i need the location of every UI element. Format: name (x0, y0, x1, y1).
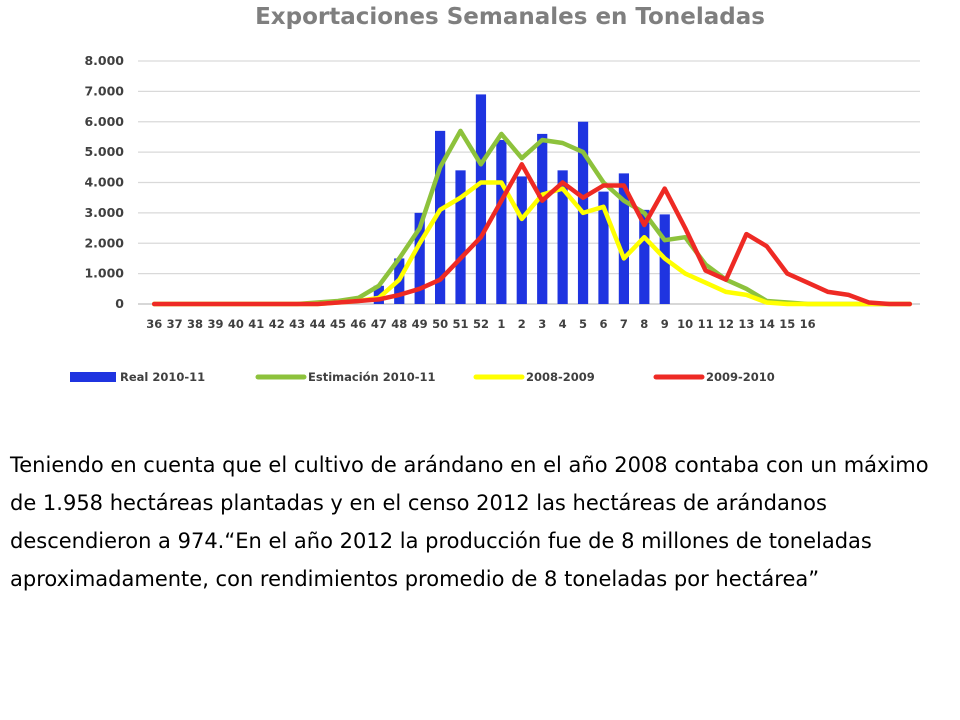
x-tick-label: 12 (718, 317, 734, 331)
x-tick-label: 1 (497, 317, 505, 331)
x-tick-label: 37 (167, 317, 183, 331)
x-tick-label: 48 (391, 317, 407, 331)
bar (516, 176, 527, 304)
x-tick-label: 7 (620, 317, 628, 331)
y-tick-label: 3.000 (84, 205, 124, 220)
x-tick-label: 36 (146, 317, 162, 331)
x-axis-ticks: 36 37 38 39 40 41 42 43 44 45 46 47 48 49 50 51 52 1 2 3 4 5 6… (146, 317, 815, 331)
legend: Real 2010-11 Estimación 2010-11 2008-2009 2… (70, 370, 775, 384)
x-tick-label: 47 (371, 317, 387, 331)
line-2009-2010 (151, 162, 913, 307)
x-tick-label: 38 (187, 317, 203, 331)
x-tick-label: 49 (412, 317, 428, 331)
x-tick-label: 2 (518, 317, 526, 331)
y-tick-label: 1.000 (84, 266, 124, 281)
chart-area: Exportaciones Semanales en Toneladas 0 1.… (70, 4, 920, 384)
y-tick-label: 5.000 (84, 144, 124, 159)
bar (496, 139, 507, 304)
bar (537, 133, 548, 304)
chart-title: Exportaciones Semanales en Toneladas (255, 4, 765, 30)
x-tick-label: 14 (759, 317, 775, 331)
legend-label: 2008-2009 (526, 370, 595, 384)
y-tick-label: 0 (115, 296, 124, 311)
x-tick-label: 11 (698, 317, 714, 331)
x-tick-label: 46 (350, 317, 366, 331)
x-tick-label: 4 (559, 317, 567, 331)
legend-label: Estimación 2010-11 (308, 370, 436, 384)
y-tick-label: 8.000 (84, 53, 124, 68)
x-tick-label: 39 (207, 317, 223, 331)
y-tick-label: 2.000 (84, 235, 124, 250)
legend-label: Real 2010-11 (120, 370, 205, 384)
x-tick-label: 40 (228, 317, 244, 331)
x-tick-label: 13 (738, 317, 754, 331)
bar (475, 94, 487, 304)
bar (557, 170, 568, 304)
grid-lines (138, 60, 920, 305)
bar (618, 173, 629, 304)
y-tick-label: 6.000 (84, 114, 124, 129)
y-tick-label: 4.000 (84, 175, 124, 190)
bar (598, 191, 609, 304)
x-tick-label: 41 (248, 317, 264, 331)
x-tick-label: 6 (599, 317, 607, 331)
export-chart: Exportaciones Semanales en Toneladas 0 1.… (70, 4, 920, 384)
x-tick-label: 9 (661, 317, 669, 331)
series-lines (151, 128, 913, 307)
body-paragraph: Teniendo en cuenta que el cultivo de ará… (10, 453, 929, 591)
legend-label: 2009-2010 (706, 370, 775, 384)
bar (435, 130, 446, 304)
x-tick-label: 3 (538, 317, 546, 331)
x-tick-label: 10 (677, 317, 693, 331)
bar (639, 209, 650, 304)
x-tick-label: 51 (453, 317, 469, 331)
legend-swatch-bar (70, 372, 116, 382)
x-tick-label: 44 (310, 317, 326, 331)
x-tick-label: 15 (779, 317, 795, 331)
x-tick-label: 43 (289, 317, 305, 331)
y-tick-label: 7.000 (84, 83, 124, 98)
y-axis-ticks: 0 1.000 2.000 3.000 4.000 5.000 6.000 7.000 8.00… (84, 53, 124, 311)
bar (455, 170, 466, 304)
x-tick-label: 5 (579, 317, 587, 331)
x-tick-label: 16 (800, 317, 816, 331)
x-tick-label: 45 (330, 317, 346, 331)
bar (414, 212, 425, 304)
x-tick-label: 8 (640, 317, 648, 331)
x-tick-label: 50 (432, 317, 448, 331)
x-tick-label: 42 (269, 317, 285, 331)
x-tick-label: 52 (473, 317, 489, 331)
